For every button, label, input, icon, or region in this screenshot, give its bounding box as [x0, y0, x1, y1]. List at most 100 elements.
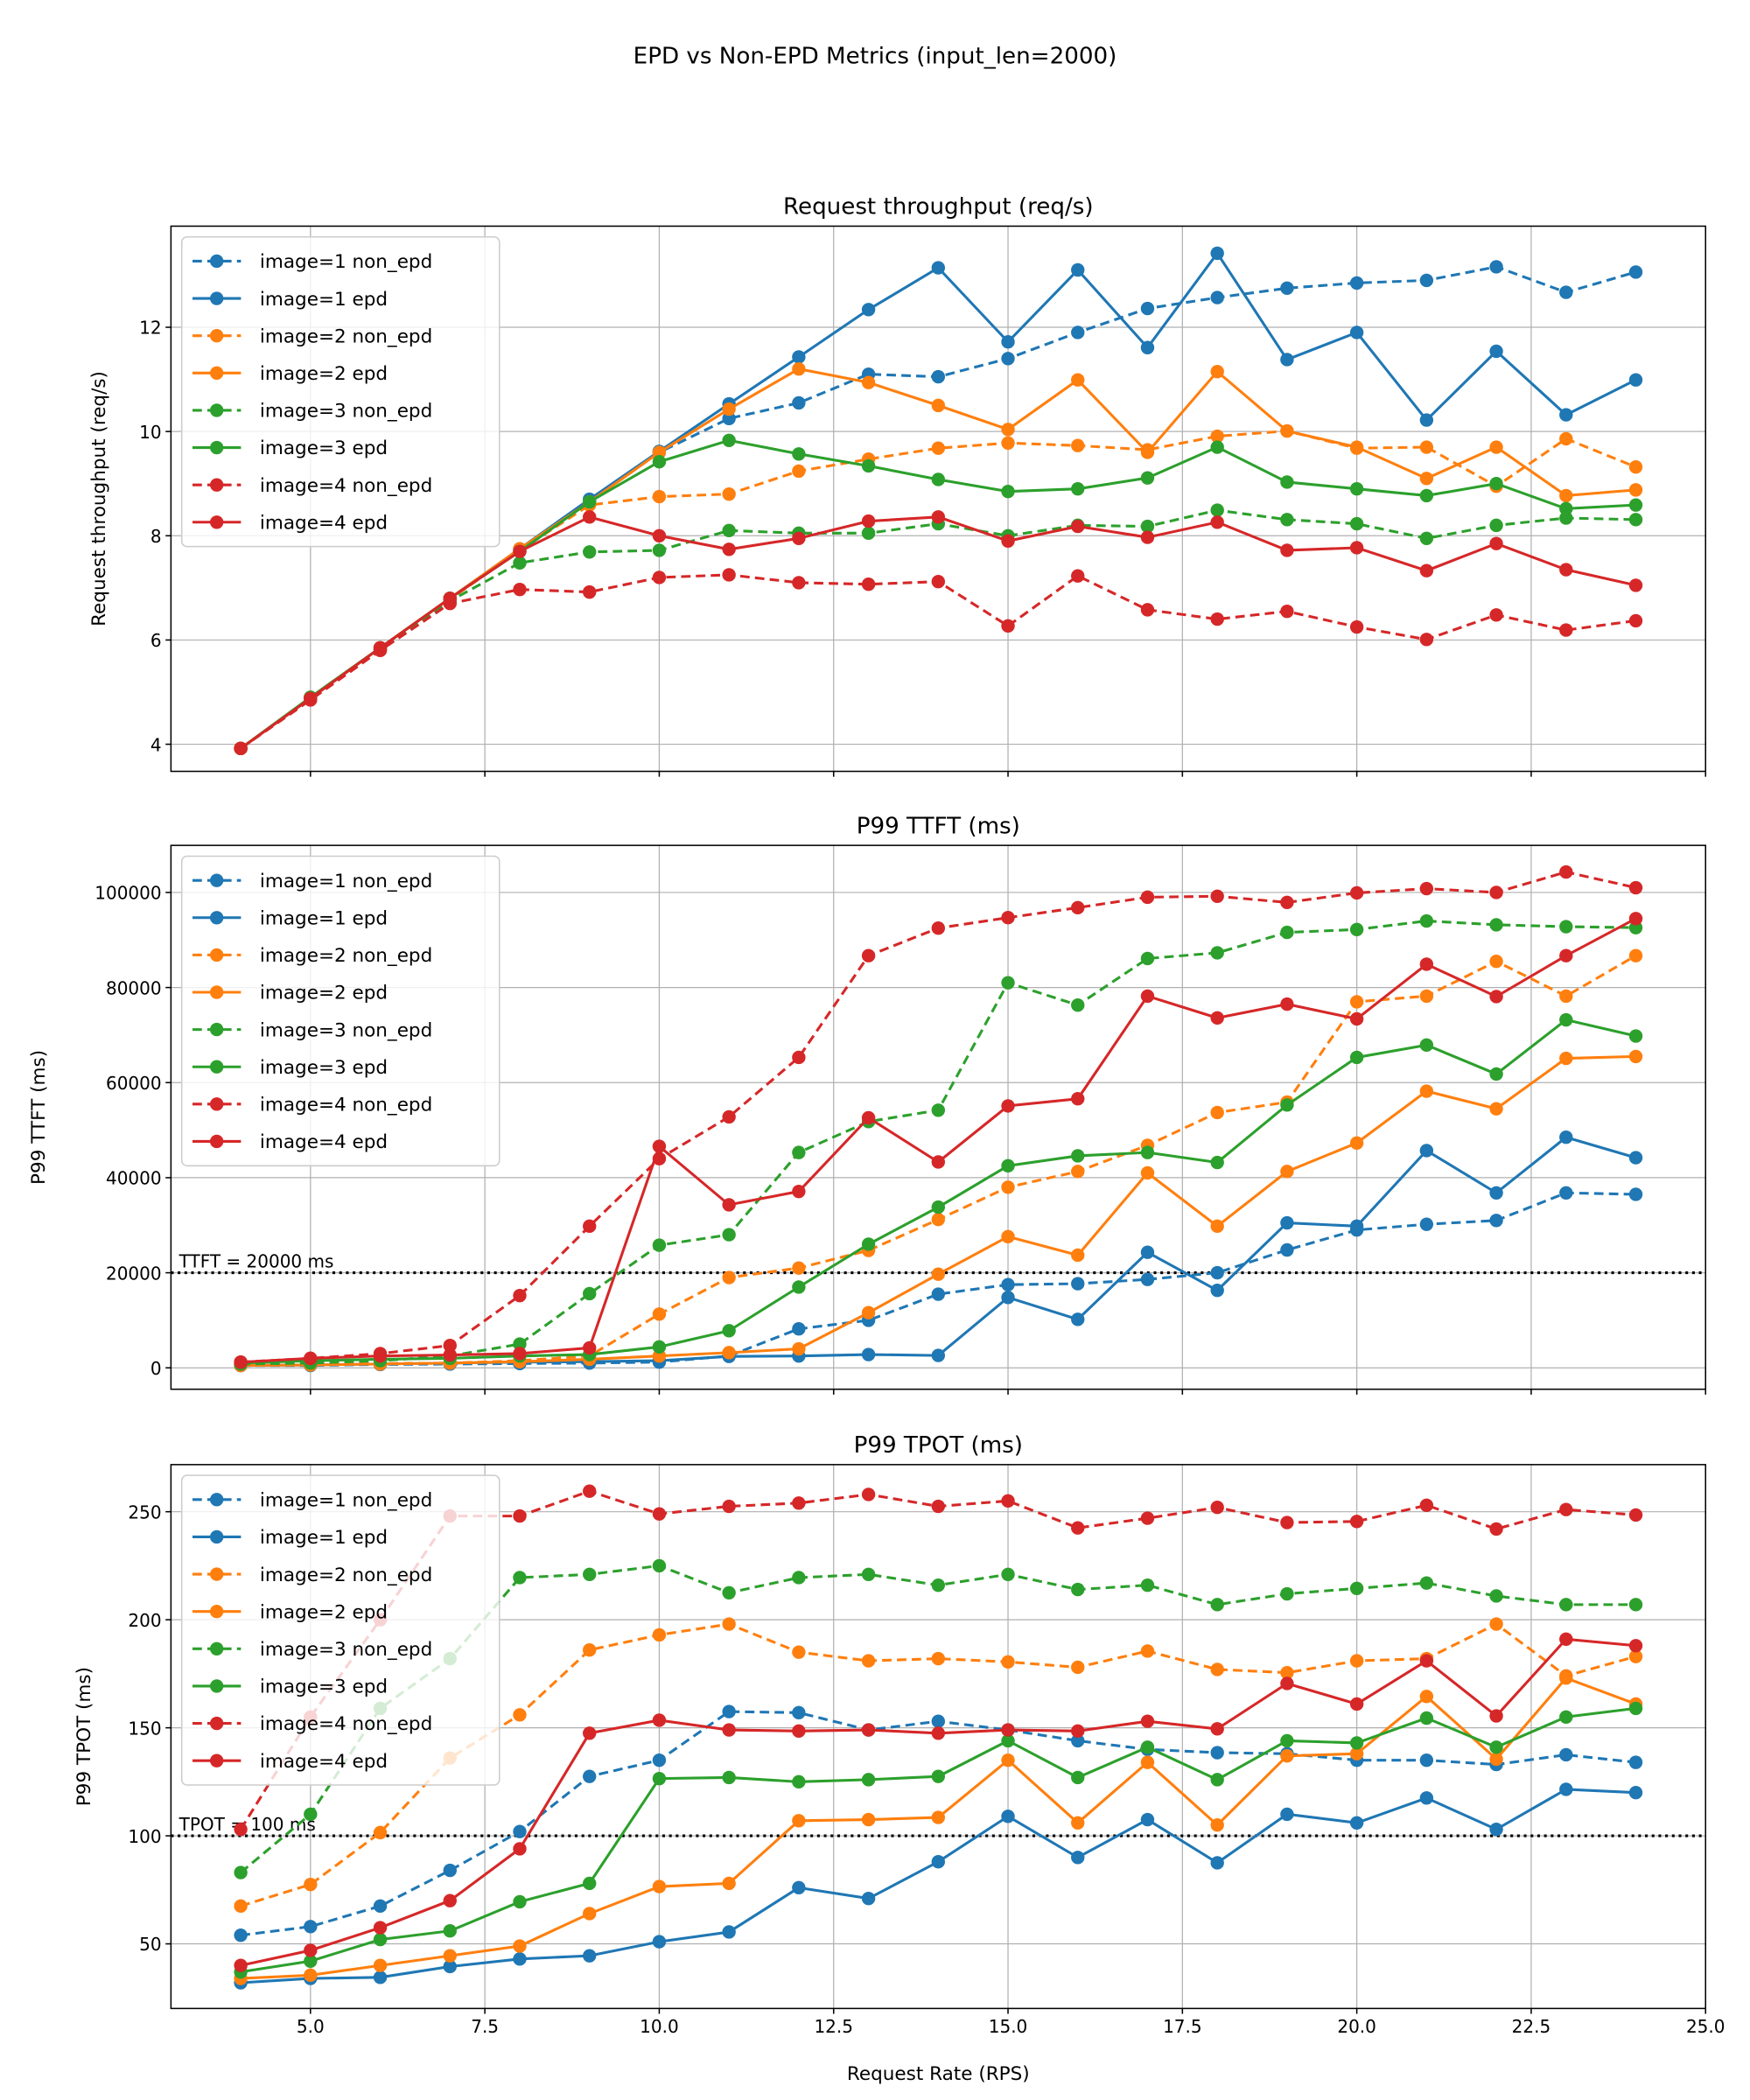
- data-point: [792, 396, 806, 410]
- data-point: [1071, 1582, 1085, 1597]
- data-point: [1349, 1736, 1364, 1750]
- data-point: [583, 1219, 597, 1234]
- data-point: [1280, 1749, 1294, 1763]
- data-point: [583, 510, 597, 524]
- legend-marker: [210, 440, 224, 455]
- legend-box: [180, 855, 500, 1167]
- data-point: [861, 303, 876, 317]
- data-point: [722, 411, 736, 425]
- legend-item: image=4 non_epd: [192, 1713, 432, 1735]
- legend-item: image=4 epd: [192, 512, 388, 534]
- y-tick-label: 10: [139, 422, 161, 443]
- data-point: [1071, 1724, 1085, 1739]
- data-point: [1419, 1654, 1434, 1668]
- data-point: [1140, 445, 1155, 459]
- data-point: [652, 1771, 667, 1786]
- data-point: [1071, 262, 1085, 277]
- data-point: [1210, 1265, 1224, 1280]
- legend-box: [180, 1474, 500, 1786]
- data-point: [1489, 990, 1503, 1004]
- legend-label: image=2 non_epd: [260, 1564, 432, 1586]
- legend-label: image=2 non_epd: [260, 945, 432, 967]
- x-tick-label: 20.0: [1337, 2016, 1376, 2037]
- data-point: [722, 1110, 736, 1124]
- data-point: [931, 575, 945, 589]
- data-point: [1349, 886, 1364, 900]
- data-point: [652, 445, 667, 459]
- data-point: [1489, 1589, 1503, 1603]
- data-point: [1349, 326, 1364, 340]
- legend-label: image=3 non_epd: [260, 1639, 432, 1661]
- data-point: [792, 1184, 806, 1199]
- y-tick-label: 12: [139, 318, 161, 339]
- data-point: [1001, 1158, 1015, 1173]
- data-point: [1071, 1816, 1085, 1830]
- y-tick-label: 80000: [106, 977, 162, 998]
- data-point: [1280, 424, 1294, 438]
- data-point: [513, 544, 527, 558]
- data-point: [443, 1863, 457, 1878]
- data-point: [234, 1355, 248, 1369]
- data-point: [513, 556, 527, 570]
- data-point: [1489, 1186, 1503, 1200]
- data-point: [1559, 623, 1573, 637]
- data-point: [1210, 1283, 1224, 1298]
- data-point: [304, 1920, 318, 1934]
- data-point: [1419, 914, 1434, 928]
- data-point: [1419, 1144, 1434, 1158]
- data-point: [792, 576, 806, 590]
- data-point: [931, 920, 945, 935]
- data-point: [722, 1324, 736, 1338]
- legend-marker: [210, 329, 224, 343]
- data-point: [1489, 477, 1503, 491]
- legend-item: image=1 non_epd: [192, 1490, 432, 1512]
- data-point: [1001, 1723, 1015, 1737]
- data-point: [583, 1643, 597, 1657]
- data-point: [1349, 481, 1364, 496]
- data-point: [1349, 1654, 1364, 1668]
- legend-label: image=4 epd: [260, 512, 388, 534]
- legend-item: image=2 non_epd: [192, 1564, 432, 1586]
- axes-frame: [170, 844, 1706, 1390]
- legend-marker: [210, 366, 224, 380]
- data-point: [1559, 431, 1573, 446]
- data-point: [1349, 440, 1364, 454]
- figure-title: EPD vs Non-EPD Metrics (input_len=2000): [634, 43, 1117, 69]
- data-point: [1489, 1752, 1503, 1767]
- y-tick-label: 8: [150, 526, 162, 547]
- x-tick-label: 12.5: [814, 2016, 853, 2037]
- data-point: [722, 1228, 736, 1242]
- data-point: [792, 1724, 806, 1739]
- data-point: [1349, 995, 1364, 1009]
- data-point: [1628, 578, 1643, 592]
- data-point: [722, 402, 736, 416]
- legend-box: [180, 236, 500, 548]
- data-point: [1628, 459, 1643, 474]
- data-point: [1280, 1165, 1294, 1179]
- data-point: [1349, 1219, 1364, 1234]
- legend-item: image=2 epd: [192, 983, 388, 1004]
- legend-label: image=1 non_epd: [260, 1490, 432, 1512]
- data-point: [443, 1959, 457, 1974]
- data-point: [1559, 1051, 1573, 1066]
- data-point: [304, 1807, 318, 1822]
- data-point: [931, 1499, 945, 1514]
- y-tick-label: 60000: [106, 1073, 162, 1094]
- data-point: [1280, 1676, 1294, 1690]
- legend-marker: [210, 1716, 224, 1731]
- data-point: [583, 1340, 597, 1355]
- data-point: [652, 528, 667, 542]
- legend-item: image=1 non_epd: [192, 871, 432, 892]
- data-point: [931, 1578, 945, 1592]
- data-point: [1489, 1740, 1503, 1754]
- data-point: [1559, 1502, 1573, 1516]
- data-point: [1628, 880, 1643, 895]
- data-point: [1559, 501, 1573, 516]
- data-point: [1071, 998, 1085, 1012]
- data-point: [1628, 1508, 1643, 1522]
- data-point: [1280, 925, 1294, 940]
- data-point: [1349, 276, 1364, 290]
- reference-line-label: TTFT = 20000 ms: [178, 1250, 334, 1271]
- data-point: [1419, 1690, 1434, 1704]
